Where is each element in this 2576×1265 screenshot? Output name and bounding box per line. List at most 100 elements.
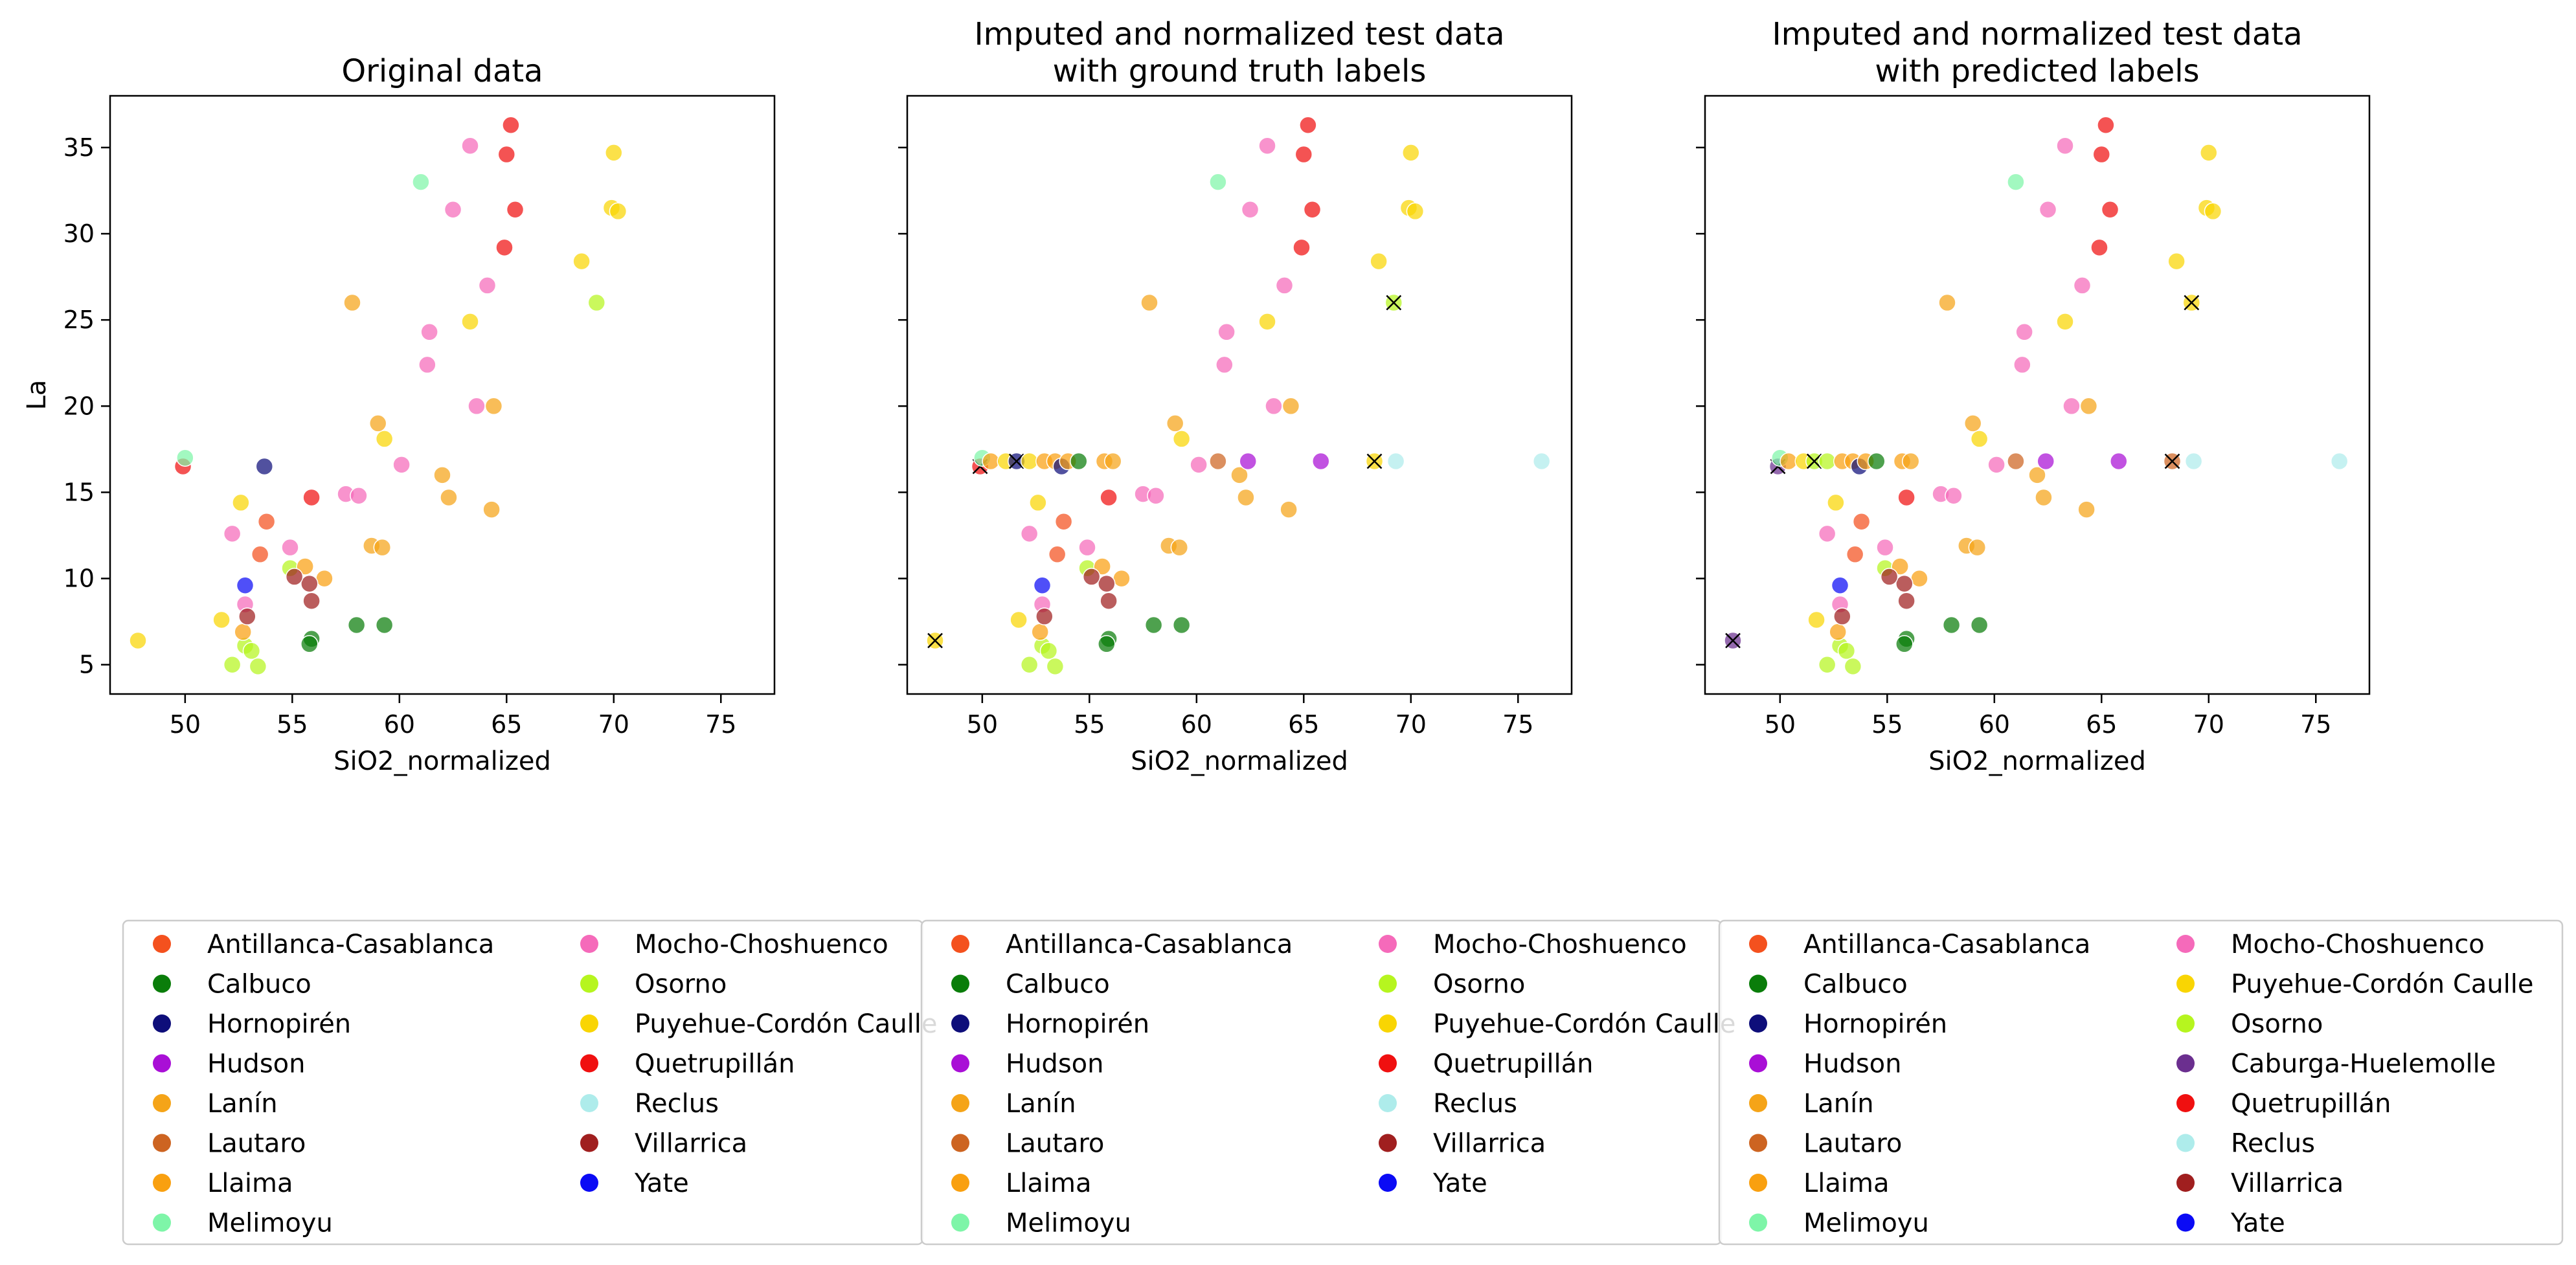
data-point [1891,557,1909,576]
data-point [1172,430,1191,448]
data-point [1209,173,1227,191]
data-point [2200,144,2218,162]
legend-swatch [153,1014,171,1033]
data-point [1901,452,1920,471]
data-point [2007,173,2025,191]
legend-label: Yate [634,1169,689,1198]
data-point [412,173,430,191]
legend-swatch [1379,1174,1397,1192]
data-point [302,592,321,610]
axes-frame [1704,95,2371,695]
data-point [1897,488,1915,507]
data-point [296,557,314,576]
legend-swatch [1379,1054,1397,1073]
data-point [1910,569,1928,588]
legend-label: Hudson [207,1049,305,1079]
data-point [1846,545,1864,564]
misclassified-x-marker [927,632,943,649]
data-point [982,452,1000,471]
legend-swatch [951,1014,969,1033]
legend-label: Hudson [1803,1049,1901,1079]
y-axis-label: La [22,380,52,410]
data-point [1942,616,1961,634]
legend-swatch [580,1134,598,1152]
data-point [1280,500,1298,519]
legend-swatch [1379,1014,1397,1033]
data-point [1831,576,1849,594]
data-point [1239,452,1257,471]
legend-label: Hornopirén [1006,1009,1149,1039]
data-point [478,276,497,295]
data-point [2037,452,2055,471]
data-point [176,449,194,467]
x-tick-label: 65 [491,710,522,739]
legend-swatch [951,1213,969,1232]
data-point [242,642,261,660]
data-point [2028,466,2046,484]
data-point [1147,487,1165,505]
legend-swatch [580,1014,598,1033]
x-tick-label: 65 [1288,710,1319,739]
legend-label: Llaima [207,1169,293,1198]
data-point [1144,616,1163,634]
misclassified-x-marker [1806,453,1822,469]
x-tick-label: 70 [598,710,629,739]
data-point [1818,655,1836,674]
legend-swatch [580,1174,598,1192]
legend-swatch [951,974,969,993]
data-point [1779,452,1798,471]
data-point [223,524,242,543]
data-point [1827,493,1845,512]
data-point [497,145,516,164]
legend-swatch [1749,1054,1767,1073]
data-point [1217,323,1236,341]
data-point [1020,655,1039,674]
misclassified-x-marker [1386,295,1402,311]
legend-swatch [580,1054,598,1073]
legend-label: Quetrupillán [635,1049,795,1079]
legend-label: Reclus [2231,1129,2315,1159]
data-point [2330,452,2349,471]
legend-swatch [2176,1094,2195,1112]
data-point [281,538,299,557]
legend-label: Villarrica [1433,1129,1546,1159]
data-point [2077,500,2096,519]
data-point [1386,452,1405,471]
data-point [2092,145,2111,164]
data-point [420,323,438,341]
data-point [302,488,321,507]
legend-swatch [951,1174,969,1192]
legend-swatch [1749,1174,1767,1192]
legend-swatch [580,974,598,993]
legend-2: Antillanca-Casablanca Calbuco Hornopirén Hu… [920,919,1736,1246]
data-point [572,252,591,271]
data-point [495,238,514,257]
legend-swatch [1749,935,1767,953]
data-point [251,545,269,564]
legend-swatch [153,1134,171,1152]
data-point [1402,144,1420,162]
data-point [2090,238,2108,257]
data-point [300,635,319,653]
data-point [418,355,436,374]
y-tick-label: 10 [63,565,95,593]
data-point [1299,116,1317,135]
data-point [1829,623,1847,641]
axes-frame [109,95,776,695]
legend-swatch [153,1213,171,1232]
data-point [2204,202,2222,221]
data-point [587,293,606,312]
misclassified-x-marker [2164,453,2180,469]
legend-swatch [1749,1134,1767,1152]
misclassified-x-marker [1725,632,1741,649]
legend-3: Antillanca-Casablanca Calbuco Hornopirén Hu… [1718,919,2564,1246]
data-point [234,623,252,641]
data-point [223,655,242,674]
x-tick-label: 55 [1871,710,1903,739]
x-axis-label: SiO2_normalized [333,746,551,776]
legend-label: Mocho-Choshuenco [1433,930,1687,959]
data-point [1370,252,1388,271]
legend-label: Llaima [1803,1169,1890,1198]
data-point [1945,487,1963,505]
data-point [1970,430,1989,448]
